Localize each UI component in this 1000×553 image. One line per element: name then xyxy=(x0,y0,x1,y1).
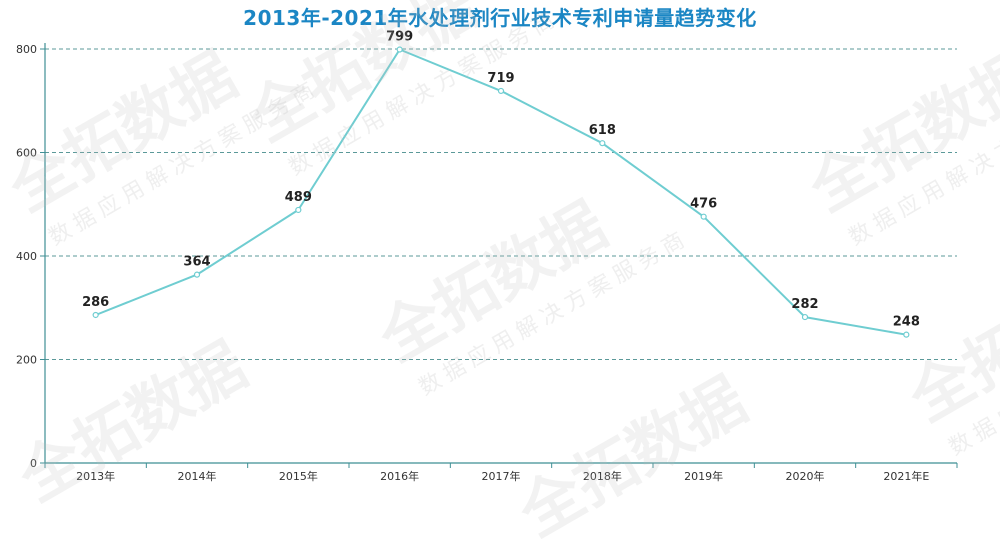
x-tick-label: 2021年E xyxy=(883,469,929,483)
data-point xyxy=(700,213,707,220)
data-point xyxy=(801,313,809,321)
data-label: 799 xyxy=(386,30,413,45)
grid-lines xyxy=(45,48,957,360)
x-tick-label: 2014年 xyxy=(178,469,217,483)
x-tick-label: 2019年 xyxy=(684,469,723,483)
data-label: 282 xyxy=(791,297,818,312)
data-point xyxy=(497,87,505,95)
axes xyxy=(40,43,958,468)
data-label: 476 xyxy=(690,197,717,212)
data-point xyxy=(599,140,606,147)
y-tick-label: 800 xyxy=(16,43,37,56)
data-point xyxy=(396,46,403,53)
data-label: 286 xyxy=(82,295,109,310)
x-tick-label: 2015年 xyxy=(279,469,318,483)
x-tick-label: 2016年 xyxy=(380,469,419,483)
data-point xyxy=(92,311,99,319)
data-point xyxy=(193,271,201,278)
y-tick-label: 0 xyxy=(30,457,37,470)
y-tick-label: 600 xyxy=(16,147,37,160)
data-label: 364 xyxy=(183,255,210,270)
y-tick-label: 400 xyxy=(16,250,37,263)
x-tick-labels: 2013年 2014年 2015年 2016年 2017年 2018年 2019年 2020年… xyxy=(76,469,929,483)
y-tick-label: 200 xyxy=(16,354,37,367)
data-labels: 286 364 489 799 719 618 476 282 248 xyxy=(82,30,920,330)
x-tick-label: 2018年 xyxy=(583,469,622,483)
data-label: 719 xyxy=(487,71,514,86)
x-tick-label: 2017年 xyxy=(482,469,521,483)
data-point xyxy=(903,331,910,338)
x-tick-label: 2013年 xyxy=(76,469,115,483)
data-point xyxy=(295,206,302,214)
data-label: 489 xyxy=(285,190,312,205)
data-points xyxy=(92,46,910,338)
data-label: 618 xyxy=(589,123,616,138)
data-label: 248 xyxy=(893,315,920,330)
x-tick-label: 2020年 xyxy=(786,469,825,483)
chart-title: 2013年-2021年水处理剂行业技术专利申请量趋势变化 xyxy=(243,6,757,30)
y-tick-labels: 0 200 400 600 800 xyxy=(16,43,37,470)
